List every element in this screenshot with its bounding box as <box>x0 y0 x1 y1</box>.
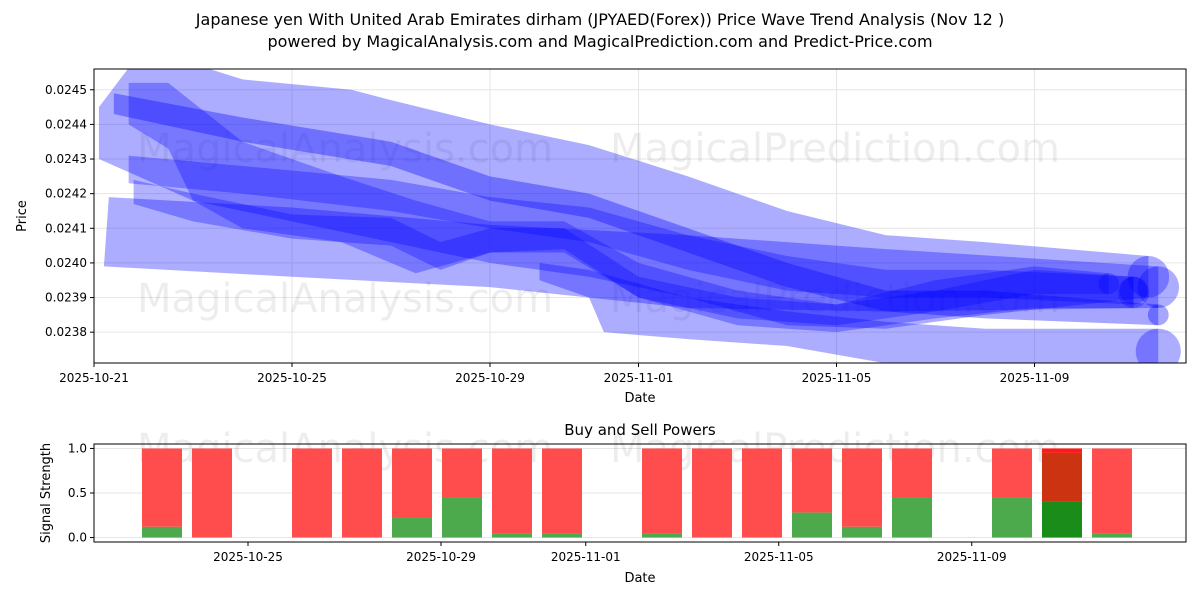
sell-bar <box>992 448 1032 498</box>
y-tick-label: 0.0244 <box>45 117 87 131</box>
x-tick-label: 2025-10-29 <box>455 371 525 385</box>
wave-band <box>98 69 1149 329</box>
buy-bar <box>992 497 1032 538</box>
buy-bar <box>142 526 182 538</box>
wave-band-cap <box>1117 276 1150 308</box>
sell-bar <box>642 448 682 534</box>
buy-bar <box>542 533 582 538</box>
y-tick-label: 0.0242 <box>45 187 87 201</box>
sell-bar <box>342 448 382 538</box>
y-tick-label: 0.0239 <box>45 291 87 305</box>
buy-bar <box>842 526 882 538</box>
watermark: MagicalAnalysis.com <box>137 126 553 172</box>
wave-band-cap <box>1098 273 1120 295</box>
x-tick-label: 2025-11-01 <box>551 550 621 564</box>
sell-bar <box>1092 448 1132 534</box>
wave-band-cap <box>1147 304 1169 326</box>
y-tick-label: 0.0243 <box>45 152 87 166</box>
sell-bar <box>292 448 332 538</box>
sell-bar <box>792 448 832 513</box>
sell-bar <box>542 448 582 534</box>
wave-band <box>539 262 1159 363</box>
y-tick-label: 0.0240 <box>45 256 87 270</box>
sell-bar <box>1042 448 1082 453</box>
y-tick-label: 0.0245 <box>45 83 87 97</box>
wave-band <box>113 93 1159 326</box>
x-tick-label: 2025-10-29 <box>406 550 476 564</box>
sell-bar <box>842 448 882 527</box>
buy-bar <box>392 517 432 538</box>
buy-bar <box>892 497 932 538</box>
watermark: MagicalPrediction.com <box>610 426 1060 472</box>
y-tick-label: 1.0 <box>68 441 87 455</box>
sell-bar <box>692 448 732 538</box>
chart-subtitle: powered by MagicalAnalysis.com and Magic… <box>267 32 933 51</box>
wave-band-cap <box>1127 255 1170 298</box>
y-tick-label: 0.5 <box>68 486 87 500</box>
chart-title: Japanese yen With United Arab Emirates d… <box>195 10 1005 29</box>
y-tick-label: 0.0 <box>68 531 87 545</box>
y-tick-label: 0.0241 <box>45 221 87 235</box>
buy-bar <box>1092 533 1132 538</box>
sell-bar <box>192 448 232 538</box>
x-tick-label: 2025-11-01 <box>604 371 674 385</box>
y-tick-label: 0.0238 <box>45 325 87 339</box>
sell-bar <box>492 448 532 534</box>
watermark: MagicalAnalysis.com <box>137 276 553 322</box>
sell-bar <box>892 448 932 498</box>
plot-frame <box>93 443 1187 543</box>
buy-bar <box>442 497 482 538</box>
buy-bar <box>1042 501 1082 538</box>
buy-bar <box>642 533 682 538</box>
x-tick-label: 2025-11-05 <box>744 550 814 564</box>
y-axis-label: Signal Strength <box>39 443 54 543</box>
wave-band-cap <box>1137 266 1180 308</box>
x-tick-label: 2025-11-09 <box>1000 371 1070 385</box>
x-tick-label: 2025-10-21 <box>59 371 129 385</box>
buy-bar <box>492 533 532 538</box>
buy-bar <box>792 512 832 538</box>
bar-chart-title: Buy and Sell Powers <box>564 421 716 439</box>
wave-band-cap <box>1119 276 1148 305</box>
x-tick-label: 2025-11-05 <box>802 371 872 385</box>
wave-band <box>103 197 1159 312</box>
wave-bands <box>98 69 1181 363</box>
sell-bar <box>392 448 432 518</box>
x-tick-label: 2025-11-09 <box>937 550 1007 564</box>
sell-bar <box>142 448 182 527</box>
sell-bar <box>742 448 782 538</box>
x-tick-label: 2025-10-25 <box>213 550 283 564</box>
wave-band-cap <box>1135 328 1181 363</box>
wave-band <box>128 155 1134 305</box>
watermark: MagicalPrediction.com <box>610 276 1060 322</box>
plot-frame <box>93 68 1187 364</box>
x-axis-label: Date <box>624 391 655 406</box>
x-axis-label: Date <box>624 571 655 586</box>
watermark: MagicalPrediction.com <box>610 126 1060 172</box>
y-axis-label: Price <box>15 200 30 232</box>
sell-bar <box>1042 452 1082 502</box>
sell-bar <box>442 448 482 498</box>
wave-band <box>128 82 1134 333</box>
x-tick-label: 2025-10-25 <box>257 371 327 385</box>
